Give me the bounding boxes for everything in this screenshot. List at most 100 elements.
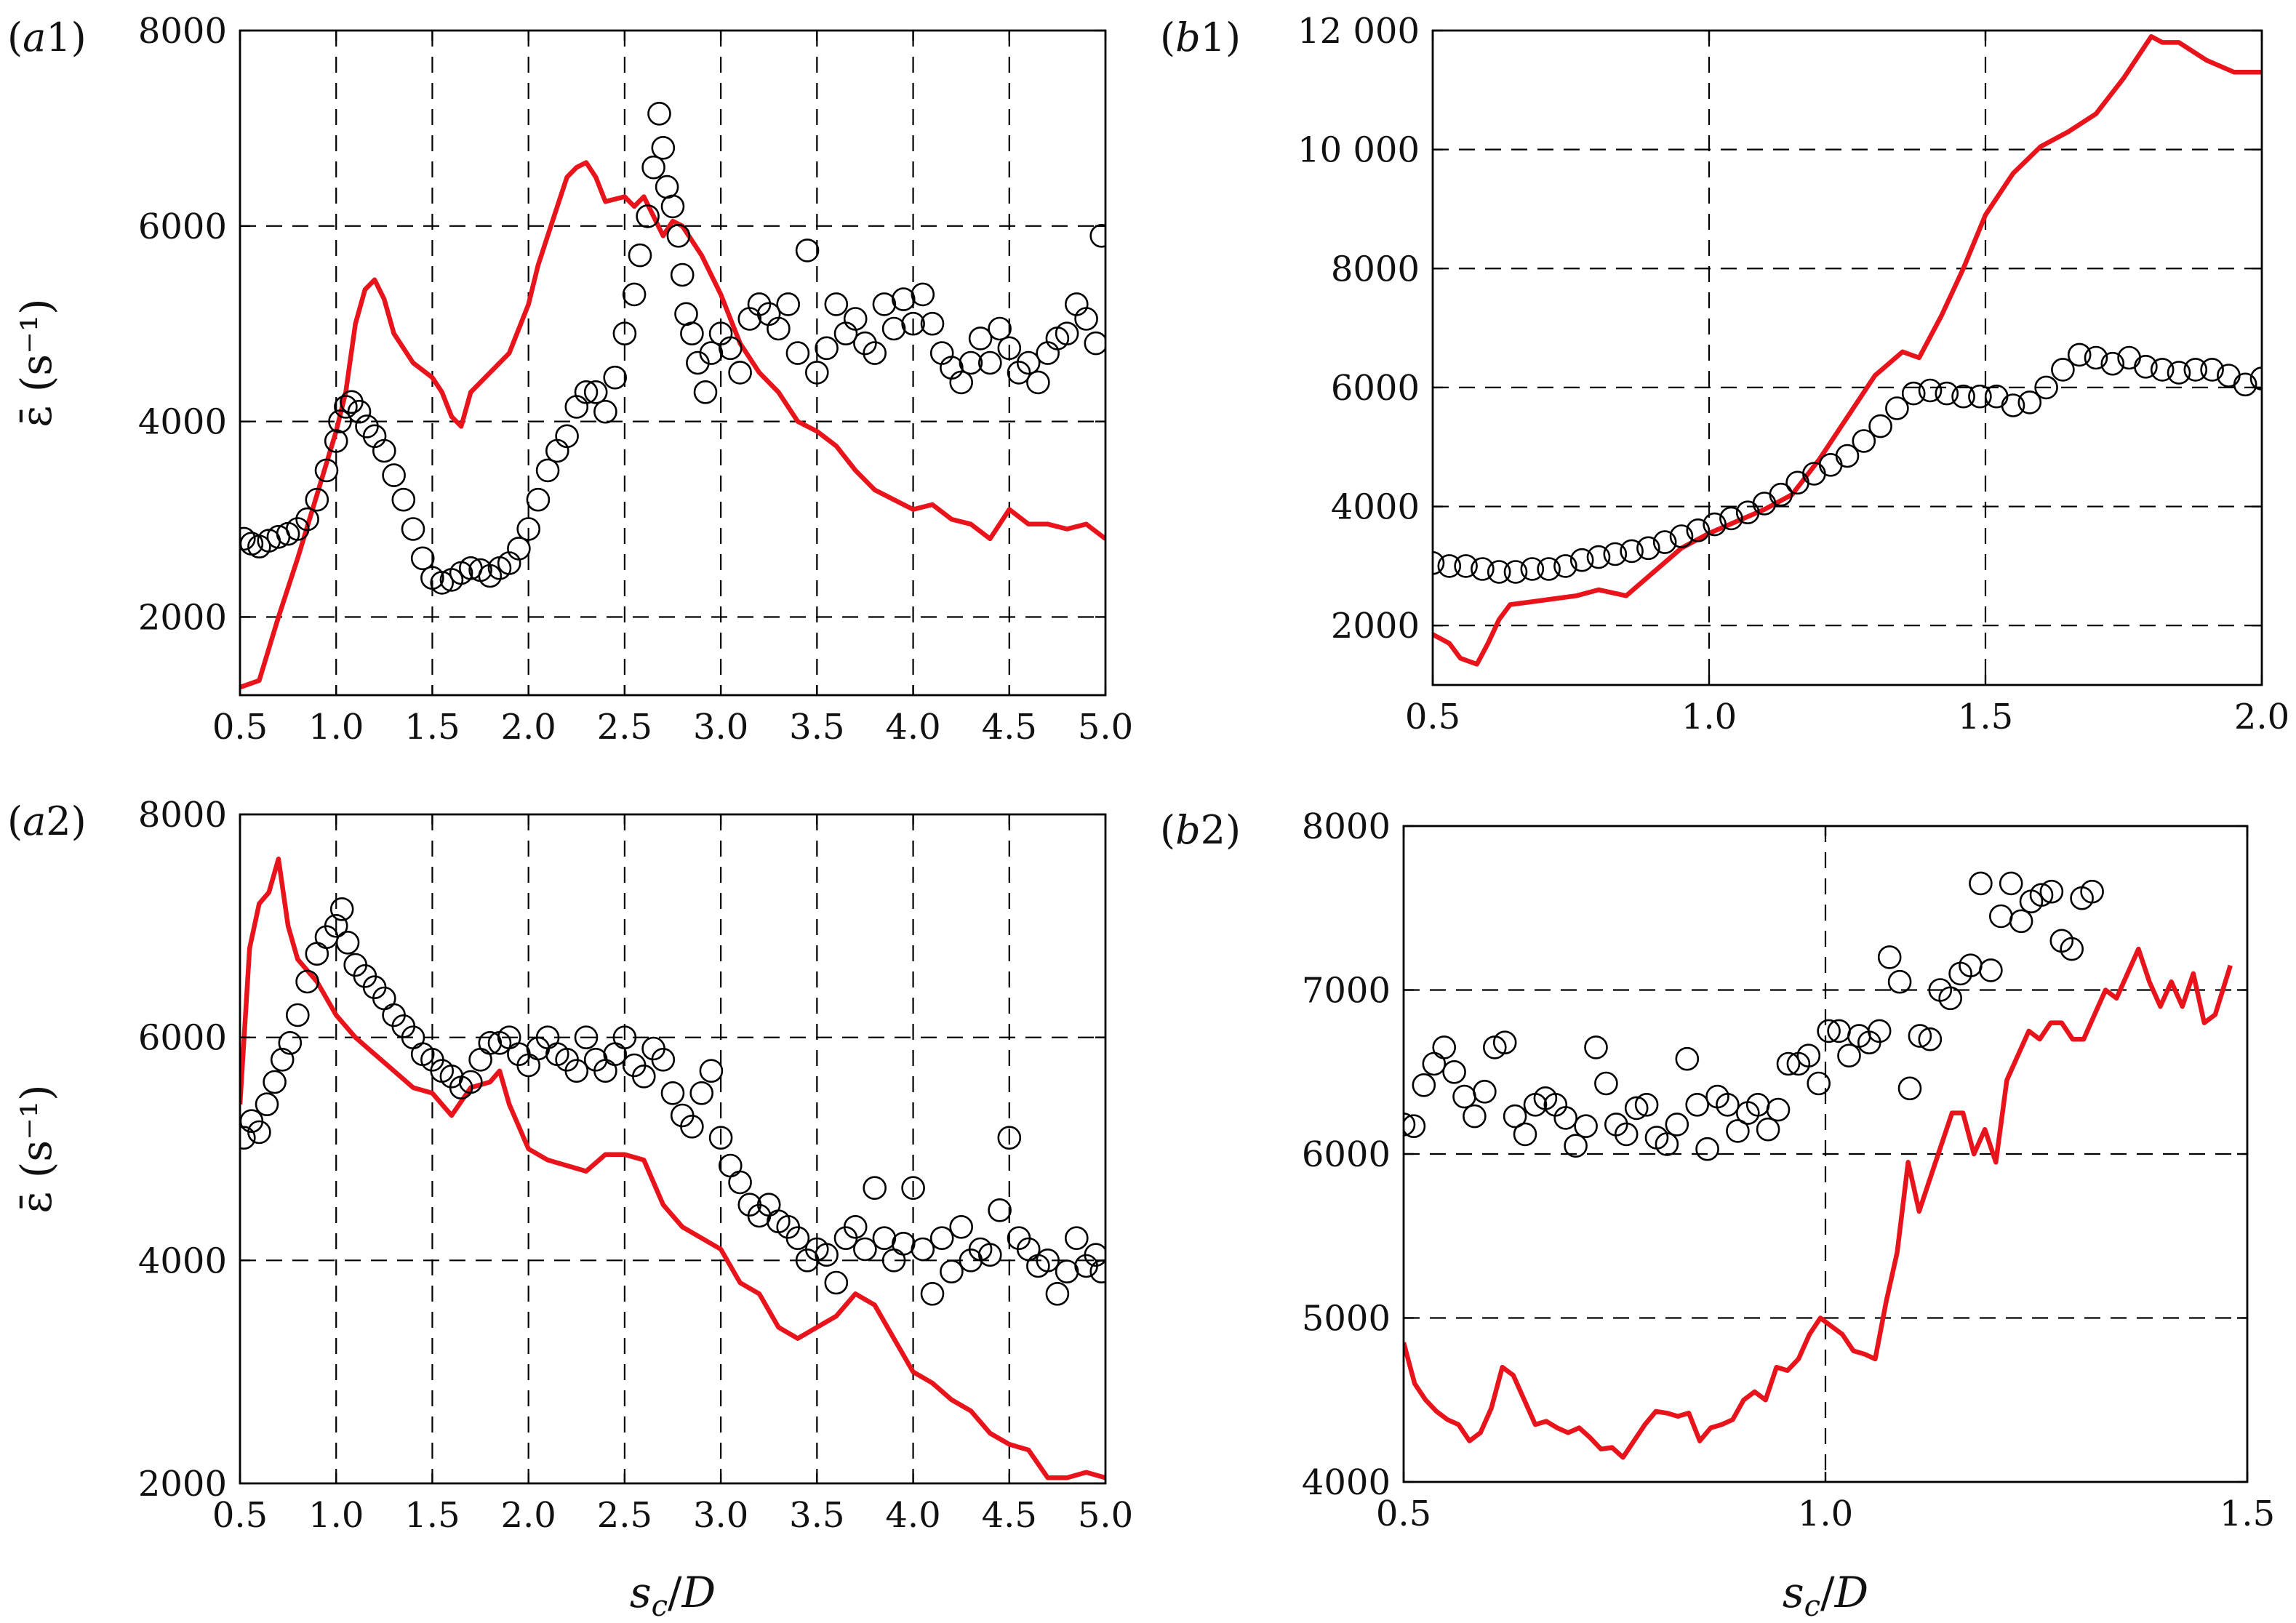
data-point (334, 395, 358, 419)
data-point (631, 1065, 656, 1089)
data-point (1454, 554, 1478, 578)
data-point (1968, 384, 1992, 409)
data-point (1665, 1113, 1689, 1137)
data-point (410, 546, 435, 571)
panel-a2: 0.5 1.0 1.5 2.0 2.5 3.0 3.5 4.0 4.5 5.0 2000 4000 60… (7, 795, 1133, 1623)
data-point (767, 316, 791, 341)
data-point (718, 336, 743, 361)
data-point (881, 316, 906, 341)
x-tick-label: 4.0 (885, 707, 940, 748)
data-point (583, 380, 608, 404)
x-tick-label: 1.0 (1798, 1494, 1853, 1534)
data-point (372, 438, 396, 463)
data-point (978, 1243, 1002, 1267)
data-point (1513, 1122, 1537, 1147)
data-point (911, 1237, 935, 1262)
data-point (2067, 342, 2092, 367)
data-point (1487, 560, 1511, 584)
data-point (314, 458, 339, 483)
data-point (430, 571, 455, 595)
data-point (2167, 361, 2191, 385)
data-point (1908, 1024, 1932, 1048)
data-point (824, 292, 849, 316)
y-tick-label: 8000 (1302, 806, 1391, 847)
series-line-red (240, 160, 1105, 690)
y-tick-label: 6000 (1331, 368, 1420, 409)
data-point (285, 1003, 310, 1027)
data-point (843, 1215, 868, 1239)
data-point (1796, 1043, 1821, 1067)
data-point (843, 307, 868, 331)
data-point (728, 1170, 752, 1195)
data-point (636, 204, 660, 228)
data-point (622, 282, 647, 307)
data-point (785, 1226, 810, 1250)
x-tick-label: 2.5 (597, 707, 652, 748)
data-point (1564, 1134, 1588, 1158)
data-point (516, 517, 541, 541)
data-point (651, 136, 676, 160)
data-point (628, 243, 652, 268)
x-tick-label: 2.0 (500, 1495, 556, 1536)
y-tick-label: 12 000 (1297, 11, 1420, 52)
x-tick-label: 1.5 (2220, 1494, 2275, 1534)
x-tick-label: 4.0 (885, 1495, 940, 1536)
data-point (997, 1126, 1022, 1150)
data-point (693, 380, 718, 404)
data-point (929, 1226, 954, 1250)
data-point (1404, 1114, 1426, 1138)
y-axis-label: ε̄ (s⁻¹) (12, 1084, 61, 1213)
data-point (574, 1025, 599, 1049)
data-point (240, 526, 256, 551)
data-point (2150, 358, 2175, 382)
y-tick-label: 2000 (138, 1464, 227, 1504)
x-tick-label: 4.5 (982, 1495, 1037, 1536)
y-tick-label: 8000 (1331, 249, 1420, 289)
data-point (2039, 879, 2064, 904)
data-point (892, 287, 916, 311)
data-point (1951, 384, 1975, 409)
x-tick-label: 0.5 (212, 1495, 268, 1536)
data-point (564, 1059, 589, 1083)
data-point (1574, 1114, 1598, 1138)
data-point (1084, 331, 1105, 356)
panel-label: (a1) (7, 15, 87, 60)
data-point (1837, 1043, 1861, 1067)
data-point (555, 424, 579, 449)
data-point (708, 1126, 733, 1150)
data-point (853, 331, 877, 356)
data-point (335, 931, 360, 955)
data-point (863, 1176, 887, 1200)
data-point (699, 341, 724, 365)
data-point (1553, 554, 1577, 578)
data-point (785, 341, 810, 365)
data-point (574, 380, 599, 404)
data-point (949, 1215, 973, 1239)
data-point (660, 194, 685, 219)
x-tick-label: 1.0 (308, 1495, 364, 1536)
data-point (647, 102, 671, 126)
data-point (1442, 1060, 1466, 1084)
data-point (1520, 557, 1545, 581)
panel-label: (a2) (7, 798, 87, 844)
y-tick-label: 4000 (138, 402, 227, 443)
y-tick-label: 8000 (138, 795, 227, 835)
panel-label: (b2) (1160, 807, 1241, 853)
data-point (2233, 372, 2257, 397)
data-point (1584, 1035, 1608, 1059)
series-scatter-circles (240, 897, 1105, 1306)
x-tick-label: 5.0 (1078, 1495, 1133, 1536)
data-point (526, 487, 551, 512)
data-point (593, 399, 617, 424)
data-point (1055, 321, 1079, 346)
data-point (2017, 390, 2042, 414)
data-point (1089, 224, 1105, 248)
data-point (1433, 551, 1445, 575)
data-point (1703, 512, 1727, 537)
data-point (747, 292, 772, 316)
data-point (641, 155, 665, 180)
data-point (1897, 1076, 1922, 1101)
data-point (1669, 524, 1694, 548)
data-point (1719, 506, 1743, 531)
